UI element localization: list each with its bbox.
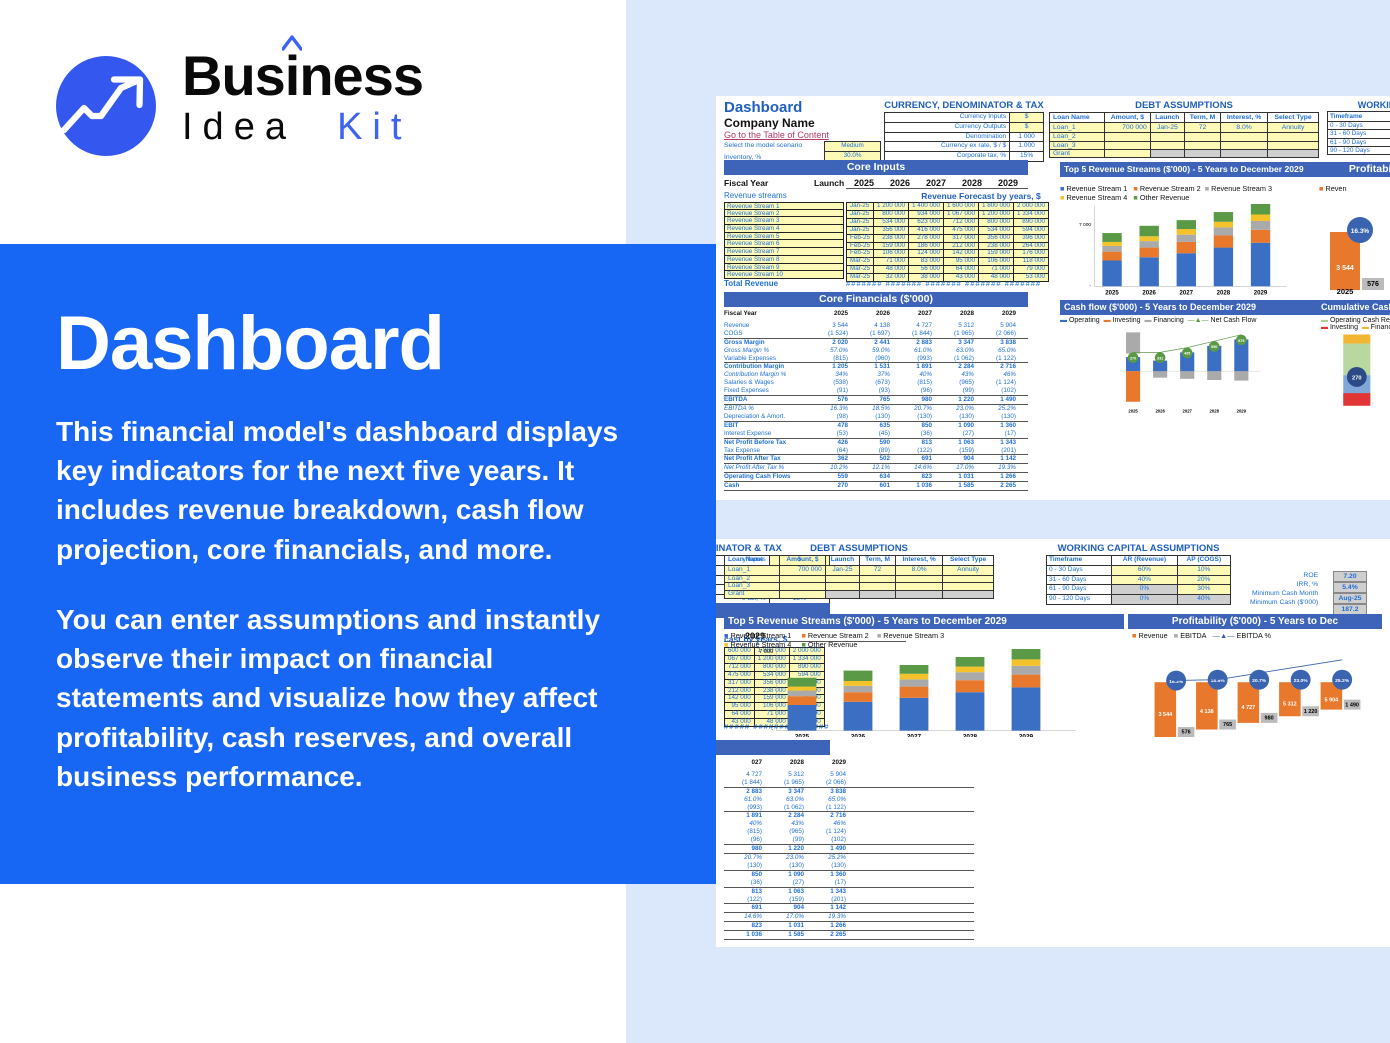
svg-text:5 312: 5 312 [1283, 701, 1297, 707]
svg-text:331: 331 [1157, 356, 1163, 360]
svg-text:2027: 2027 [1180, 290, 1194, 296]
svg-text:2025: 2025 [1105, 290, 1119, 296]
svg-text:2027: 2027 [907, 734, 922, 737]
svg-text:7 000: 7 000 [1079, 222, 1091, 228]
svg-text:765: 765 [1223, 722, 1232, 728]
svg-text:4 138: 4 138 [1200, 709, 1214, 715]
svg-text:2025: 2025 [1337, 287, 1354, 296]
svg-text:2026: 2026 [851, 734, 866, 737]
svg-text:1 220: 1 220 [1304, 709, 1318, 715]
svg-text:3 544: 3 544 [1336, 265, 1354, 272]
svg-text:2029: 2029 [1019, 734, 1034, 737]
svg-text:980: 980 [1265, 716, 1274, 722]
svg-text:16.3%: 16.3% [1351, 228, 1370, 235]
svg-text:2028: 2028 [1217, 290, 1231, 296]
svg-text:2025: 2025 [1128, 408, 1138, 413]
svg-text:5 904: 5 904 [1325, 697, 1340, 703]
svg-text:270: 270 [1130, 356, 1136, 360]
svg-text:576: 576 [1367, 281, 1379, 288]
svg-text:2026: 2026 [1155, 408, 1165, 413]
svg-text:2026: 2026 [1142, 290, 1156, 296]
svg-text:270: 270 [1352, 376, 1361, 382]
svg-text:4 727: 4 727 [1242, 705, 1256, 711]
svg-text:23.0%: 23.0% [1294, 678, 1309, 684]
svg-text:2028: 2028 [963, 734, 978, 737]
svg-text:1 490: 1 490 [1345, 702, 1359, 708]
svg-text:20.7%: 20.7% [1252, 678, 1267, 684]
svg-text:-: - [771, 727, 773, 733]
svg-text:576: 576 [1182, 730, 1191, 736]
svg-text:-: - [1089, 283, 1091, 288]
svg-text:25.2%: 25.2% [1335, 678, 1350, 684]
svg-text:2027: 2027 [1183, 408, 1193, 413]
svg-text:550: 550 [1211, 345, 1217, 349]
svg-text:2028: 2028 [1210, 408, 1220, 413]
svg-text:2029: 2029 [1254, 290, 1268, 296]
svg-text:679: 679 [1238, 339, 1244, 343]
svg-text:3 544: 3 544 [1158, 712, 1173, 718]
svg-text:7 000: 7 000 [759, 649, 773, 655]
svg-text:2029: 2029 [1237, 408, 1247, 413]
svg-text:2025: 2025 [795, 734, 810, 737]
svg-text:435: 435 [1184, 352, 1190, 356]
